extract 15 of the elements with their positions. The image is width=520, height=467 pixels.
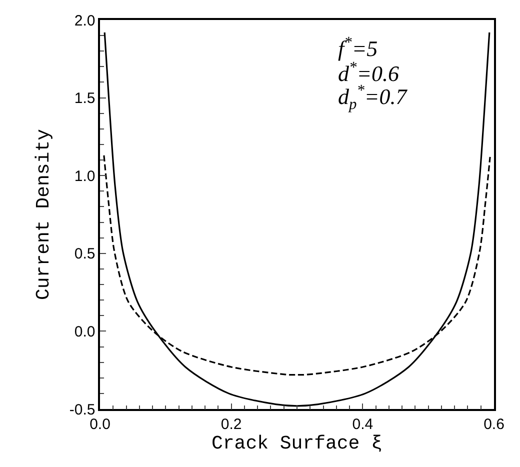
y-tick-label: 0.5 xyxy=(74,246,96,263)
y-tick-label: 0.0 xyxy=(74,323,96,340)
x-tick-label: 0.4 xyxy=(352,416,374,433)
y-tick-label: 2.0 xyxy=(74,12,96,30)
x-tick-label: 0.2 xyxy=(220,416,242,433)
annotation: d$_{p}$$^{*}$=0.7 xyxy=(338,82,407,113)
y-axis-title: Current Density xyxy=(32,128,55,300)
annotation: f$^{*}$=5 xyxy=(338,34,378,62)
line-series xyxy=(104,32,490,407)
x-tick-label: 0.6 xyxy=(484,416,504,433)
x-axis-title: Crack Surface ξ xyxy=(211,432,383,455)
y-tick-label: -0.5 xyxy=(69,401,96,418)
y-tick-label: 1.5 xyxy=(74,90,96,108)
x-tick-label: 0.0 xyxy=(90,416,110,433)
y-tick-label: 1.0 xyxy=(74,168,96,185)
